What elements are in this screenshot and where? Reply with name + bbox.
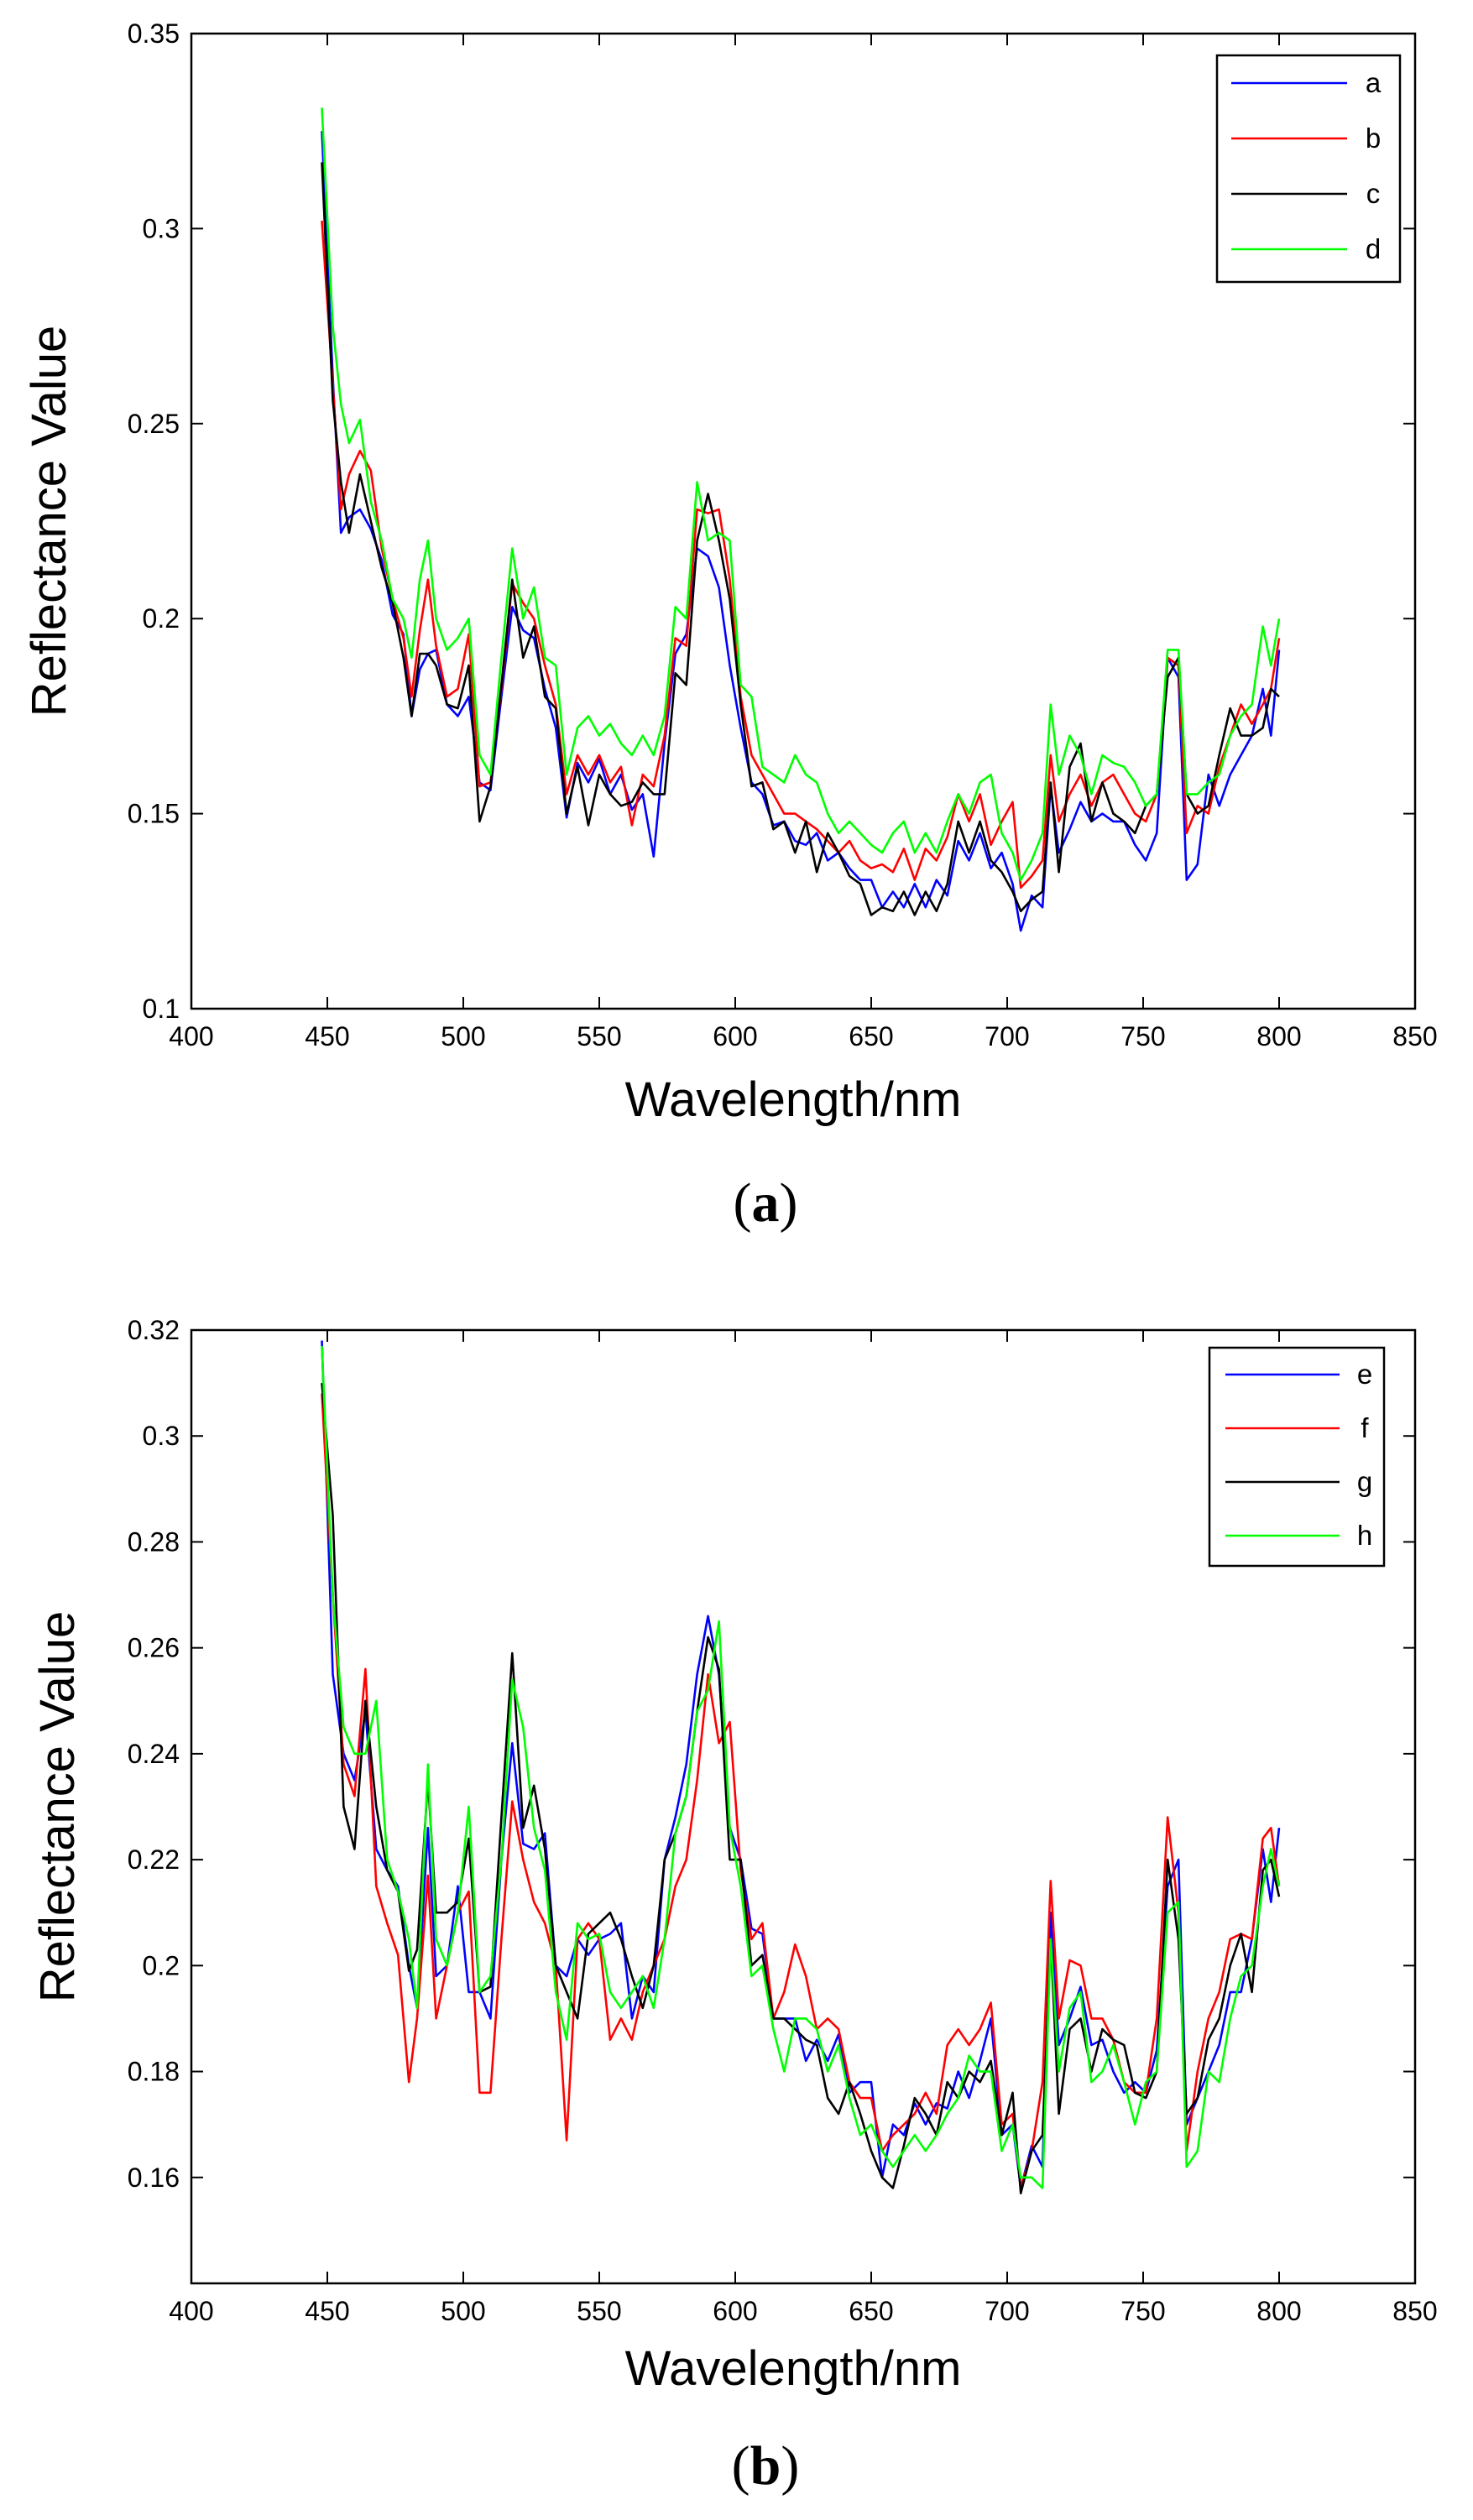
x-tick-label: 850 — [1392, 1021, 1437, 1051]
x-tick-label: 650 — [849, 1021, 893, 1051]
legend-label-e: e — [1357, 1359, 1372, 1390]
x-tick-label: 450 — [305, 1021, 349, 1051]
x-axis-title-b: Wavelength/nm — [625, 2341, 962, 2396]
series-group-b — [321, 1340, 1281, 2194]
series-group-a — [321, 107, 1281, 932]
legend-label-d: d — [1366, 233, 1381, 264]
y-axis-b: 0.16 0.18 0.2 0.22 0.24 0.26 0.28 0.3 0.32 — [128, 1315, 1415, 2193]
y-tick-label: 0.3 — [143, 213, 180, 243]
panel-letter-a: a — [752, 1172, 780, 1234]
x-tick-label: 600 — [713, 1021, 757, 1051]
x-tick-label: 400 — [169, 2296, 213, 2326]
x-tick-label: 750 — [1120, 1021, 1165, 1051]
x-axis-a: 400 450 500 550 600 650 700 750 800 850 — [169, 34, 1438, 1051]
legend-label-c: c — [1366, 178, 1381, 209]
x-tick-label: 400 — [169, 1021, 213, 1051]
legend-label-a: a — [1366, 67, 1382, 98]
x-tick-label: 500 — [441, 2296, 485, 2326]
y-tick-label: 0.28 — [128, 1526, 180, 1557]
panel-label-b: (b) — [732, 2435, 800, 2497]
legend-box-a — [1215, 54, 1402, 284]
x-tick-label: 450 — [305, 2296, 349, 2326]
y-tick-label: 0.1 — [143, 994, 180, 1024]
x-tick-label: 750 — [1120, 2296, 1165, 2326]
chart-panel-b: 400 450 500 550 600 650 700 750 800 850 0.160.180… — [30, 1315, 1438, 2497]
y-tick-label: 0.18 — [128, 2057, 180, 2087]
x-tick-label: 550 — [577, 2296, 621, 2326]
y-tick-label: 0.32 — [128, 1315, 180, 1345]
y-axis-title-a: Reflectance Value — [22, 326, 76, 717]
legend-box-b — [1208, 1346, 1386, 1568]
y-tick-label: 0.26 — [128, 1633, 180, 1663]
y-tick-label: 0.16 — [128, 2163, 180, 2193]
y-axis-title-b: Reflectance Value — [30, 1611, 85, 2002]
legend-label-b: b — [1366, 123, 1381, 154]
legend-label-g: g — [1357, 1466, 1372, 1497]
plot-area-a — [190, 32, 1417, 1010]
panel-label-a: (a) — [734, 1172, 798, 1234]
y-tick-label: 0.24 — [128, 1739, 180, 1769]
series-line-d — [321, 107, 1281, 881]
chart-panel-a: 400 450 500 550 600 650 700 750 800 850 0.10.150.… — [22, 18, 1438, 1234]
x-tick-label: 650 — [849, 2296, 893, 2326]
x-tick-label: 850 — [1392, 2296, 1437, 2326]
x-axis-title-a: Wavelength/nm — [625, 1072, 962, 1127]
x-tick-label: 800 — [1256, 1021, 1301, 1051]
y-tick-label: 0.2 — [143, 1950, 180, 1980]
y-tick-label: 0.2 — [143, 603, 180, 634]
x-tick-label: 700 — [985, 2296, 1029, 2326]
y-axis-a: 0.1 0.15 0.2 0.25 0.3 0.35 — [128, 18, 1415, 1024]
x-tick-label: 800 — [1256, 2296, 1301, 2326]
y-tick-label: 0.3 — [143, 1421, 180, 1451]
legend-label-f: f — [1361, 1412, 1369, 1443]
x-tick-label: 550 — [577, 1021, 621, 1051]
series-line-c — [321, 162, 1280, 916]
series-line-h — [321, 1345, 1281, 2189]
panel-letter-b: b — [750, 2435, 781, 2497]
x-tick-label: 500 — [441, 1021, 485, 1051]
x-tick-label: 700 — [985, 1021, 1029, 1051]
x-axis-b: 400 450 500 550 600 650 700 750 800 850 — [169, 1330, 1438, 2326]
x-tick-label: 600 — [713, 2296, 757, 2326]
legend-label-h: h — [1357, 1520, 1372, 1551]
series-line-b — [321, 221, 1281, 890]
y-tick-label: 0.15 — [128, 799, 180, 829]
y-tick-label: 0.35 — [128, 18, 180, 49]
y-tick-label: 0.22 — [128, 1844, 180, 1875]
y-tick-label: 0.25 — [128, 409, 180, 439]
